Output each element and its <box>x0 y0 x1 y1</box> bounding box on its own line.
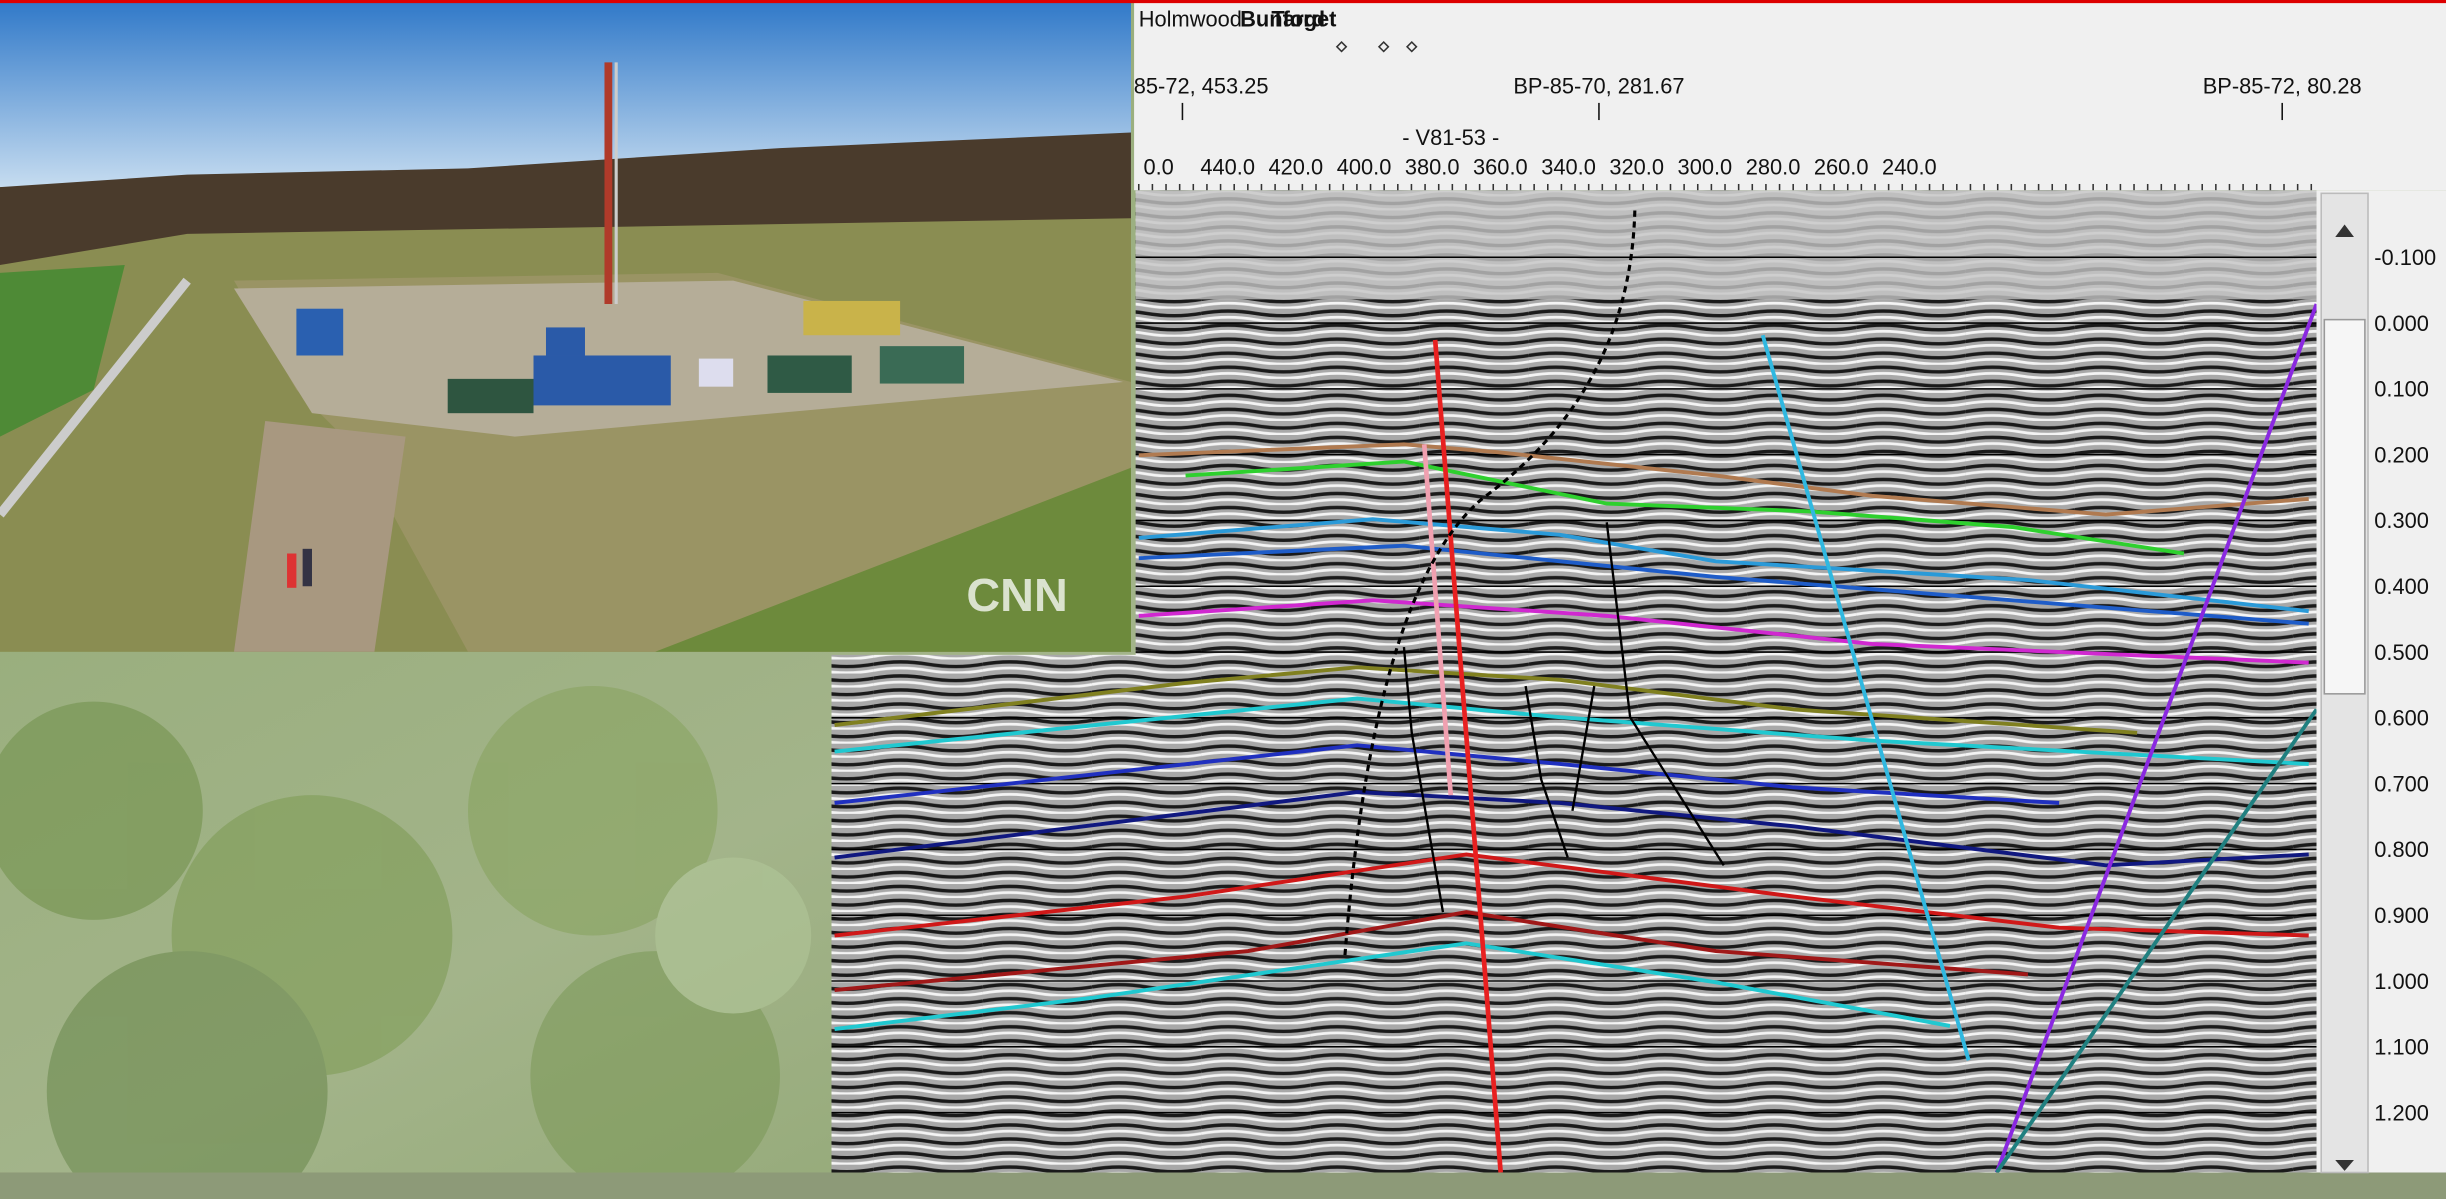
bottom-strip <box>0 1172 2446 1199</box>
crossing-line-label: - V81-53 - <box>1402 125 1499 150</box>
well-marker <box>1377 40 1390 53</box>
x-tick-label: 320.0 <box>1609 155 1664 180</box>
time-tick-label: 0.300 <box>2374 508 2429 533</box>
x-tick-label: 240.0 <box>1882 155 1937 180</box>
x-tick-label: 340.0 <box>1541 155 1596 180</box>
x-tick-label: 280.0 <box>1746 155 1801 180</box>
time-tick-label: -0.100 <box>2374 245 2436 270</box>
x-tick-label: 420.0 <box>1269 155 1324 180</box>
time-tick-label: 1.200 <box>2374 1100 2429 1125</box>
time-tick-label: 0.200 <box>2374 442 2429 467</box>
scroll-up[interactable] <box>2335 224 2354 237</box>
time-tick-label: 1.000 <box>2374 969 2429 994</box>
well-marker <box>1335 40 1348 53</box>
time-tick-label: 0.600 <box>2374 706 2429 731</box>
x-tick-label: 440.0 <box>1200 155 1255 180</box>
watermark: CNN <box>966 569 1067 621</box>
x-tick-label: 260.0 <box>1814 155 1869 180</box>
x-tick-label: 360.0 <box>1473 155 1528 180</box>
time-tick-label: 0.700 <box>2374 771 2429 796</box>
scroll-down[interactable] <box>2335 1160 2354 1171</box>
x-tick-label: 300.0 <box>1678 155 1733 180</box>
x-tick-label: 380.0 <box>1405 155 1460 180</box>
viewer-header <box>1134 0 2446 191</box>
well-tie-label: BP-85-72, 80.28 <box>2203 74 2362 99</box>
well-tie-label: BP-85-70, 281.67 <box>1513 74 1684 99</box>
foliage-blobs <box>0 686 812 1199</box>
well-name: Target <box>1271 7 1336 32</box>
time-tick-label: 0.500 <box>2374 640 2429 665</box>
scroll-thumb[interactable] <box>2323 318 2366 695</box>
time-tick-label: 1.100 <box>2374 1035 2429 1060</box>
top-border <box>0 0 2446 4</box>
x-tick-label: 0.0 <box>1143 155 1173 180</box>
time-tick-label: 0.400 <box>2374 574 2429 599</box>
well-name: Bunford <box>1240 7 1325 32</box>
time-tick-label: 0.100 <box>2374 377 2429 402</box>
time-tick-label: 0.800 <box>2374 837 2429 862</box>
time-tick-label: 0.900 <box>2374 903 2429 928</box>
x-tick-label: 400.0 <box>1337 155 1392 180</box>
well-marker <box>1405 40 1418 53</box>
photo: CNN <box>0 0 1131 652</box>
time-tick-label: 0.000 <box>2374 311 2429 336</box>
well-name: Holmwood <box>1139 7 1242 32</box>
well-tie-label: 85-72, 453.25 <box>1134 74 1269 99</box>
